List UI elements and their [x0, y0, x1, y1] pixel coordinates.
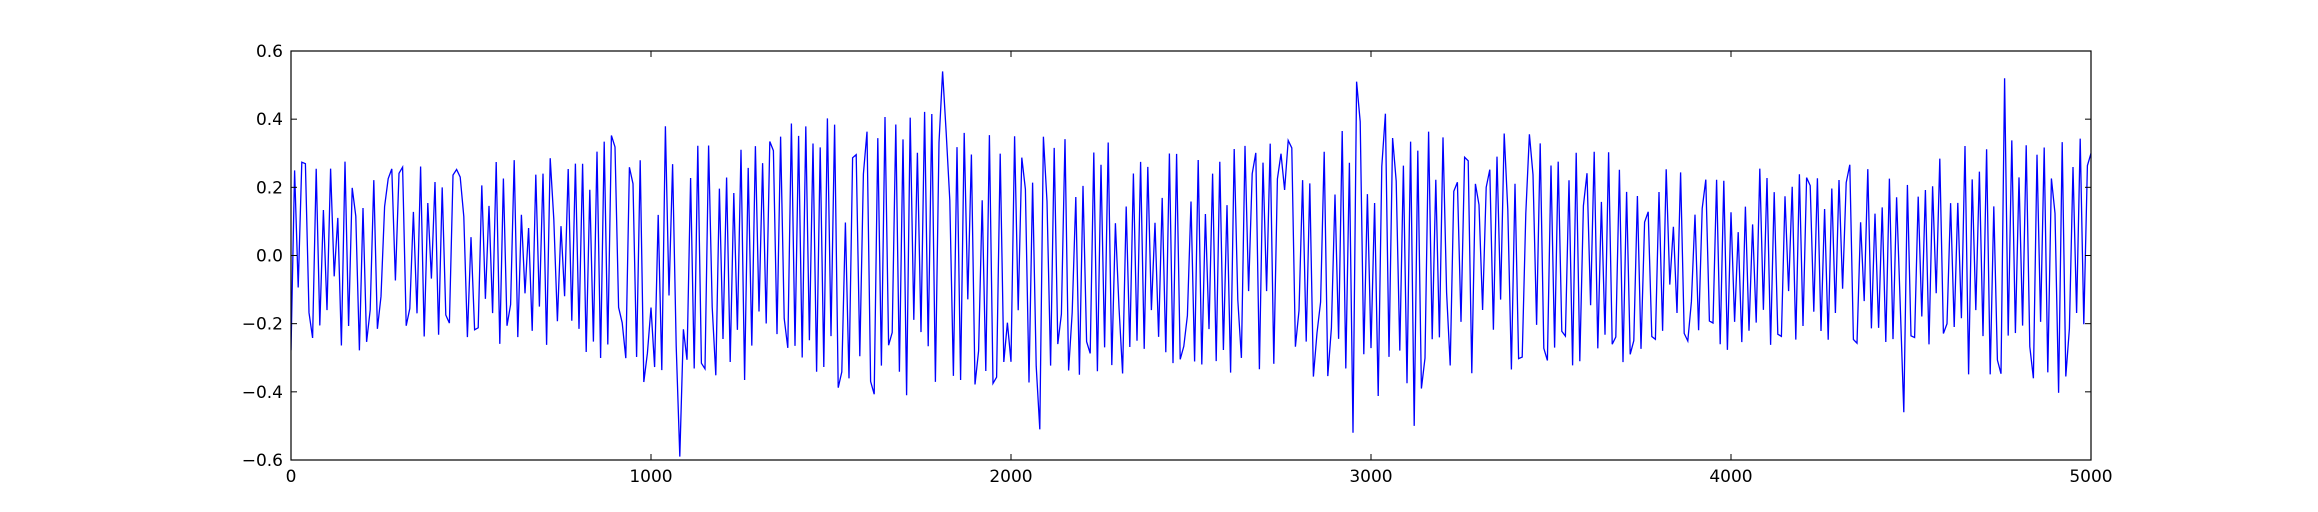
ticks-layer [290, 50, 2092, 461]
y-tick-label: −0.6 [242, 451, 283, 471]
x-tick-label: 1000 [629, 467, 672, 487]
y-tick-label: 0.4 [256, 110, 283, 130]
series-line [291, 71, 2091, 457]
y-tick-label: 0.0 [256, 247, 283, 267]
y-tick-label: −0.2 [242, 315, 283, 335]
x-tick-label: 4000 [1709, 467, 1752, 487]
y-tick-label: 0.6 [256, 42, 283, 62]
series-layer [291, 71, 2091, 457]
x-tick-label: 2000 [989, 467, 1032, 487]
x-tick-label: 5000 [2069, 467, 2112, 487]
x-tick-label: 0 [286, 467, 297, 487]
y-tick-label: 0.2 [256, 178, 283, 198]
labels-layer: 0 1000 2000 3000 4000 5000 −0.6 −0.4 −0.2 0.0 0.2 0… [242, 42, 2113, 487]
x-tick-label: 3000 [1349, 467, 1392, 487]
y-tick-label: −0.4 [242, 383, 283, 403]
plot-frame [290, 50, 2092, 461]
